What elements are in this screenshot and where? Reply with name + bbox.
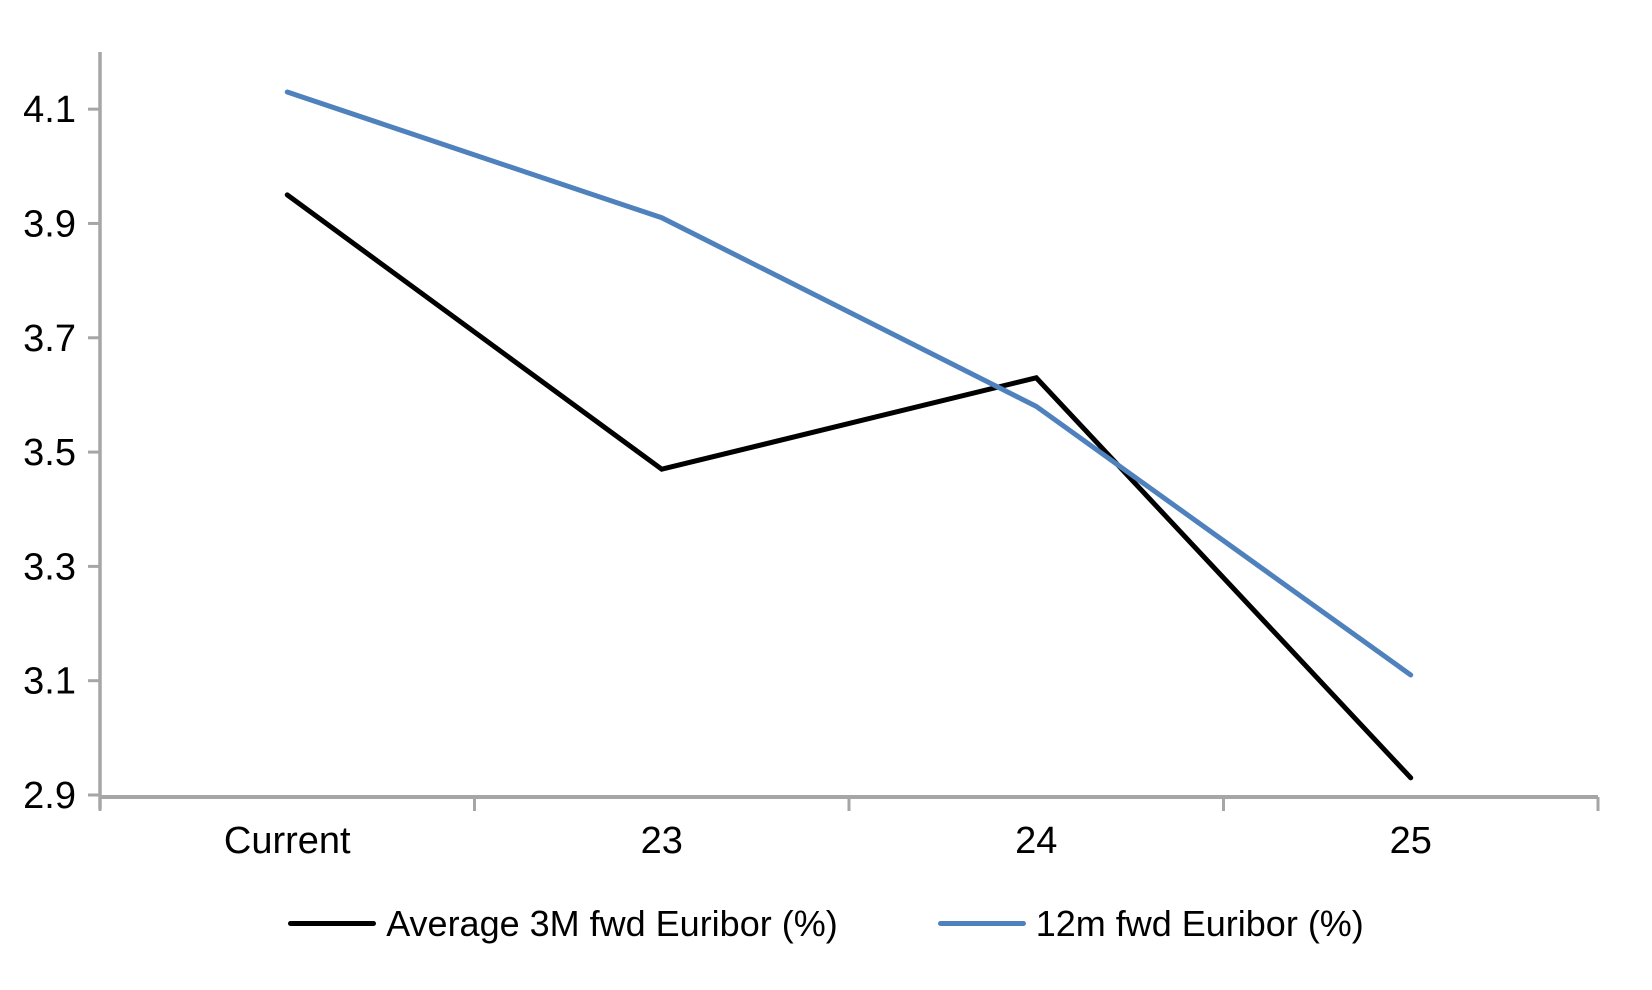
y-axis-tick-label: 3.1 — [23, 661, 76, 703]
x-axis-label: Current — [224, 820, 351, 862]
series-line-0 — [284, 192, 1414, 781]
legend-item-1: 12m fwd Euribor (%) — [937, 903, 1364, 944]
legend-label: Average 3M fwd Euribor (%) — [386, 903, 838, 944]
y-axis-tick-label: 2.9 — [23, 775, 76, 817]
legend-label: 12m fwd Euribor (%) — [1035, 903, 1364, 944]
y-axis-tick-label: 3.9 — [23, 203, 76, 245]
series-line-1 — [284, 89, 1414, 678]
legend-line-swatch — [288, 921, 377, 927]
x-axis-label: 24 — [1015, 820, 1057, 862]
legend-item-0: Average 3M fwd Euribor (%) — [288, 904, 838, 944]
x-axis-label: 23 — [641, 820, 683, 862]
chart-legend: Average 3M fwd Euribor (%) 12m fwd Euribo… — [0, 904, 1652, 944]
x-axis-label: 25 — [1390, 820, 1432, 862]
y-axis-tick-label: 3.3 — [23, 546, 76, 588]
legend-line-swatch — [937, 921, 1026, 927]
y-axis-tick-label: 3.5 — [23, 432, 76, 474]
y-axis-tick-label: 3.7 — [23, 318, 76, 360]
y-axis-tick-label: 4.1 — [23, 89, 76, 131]
